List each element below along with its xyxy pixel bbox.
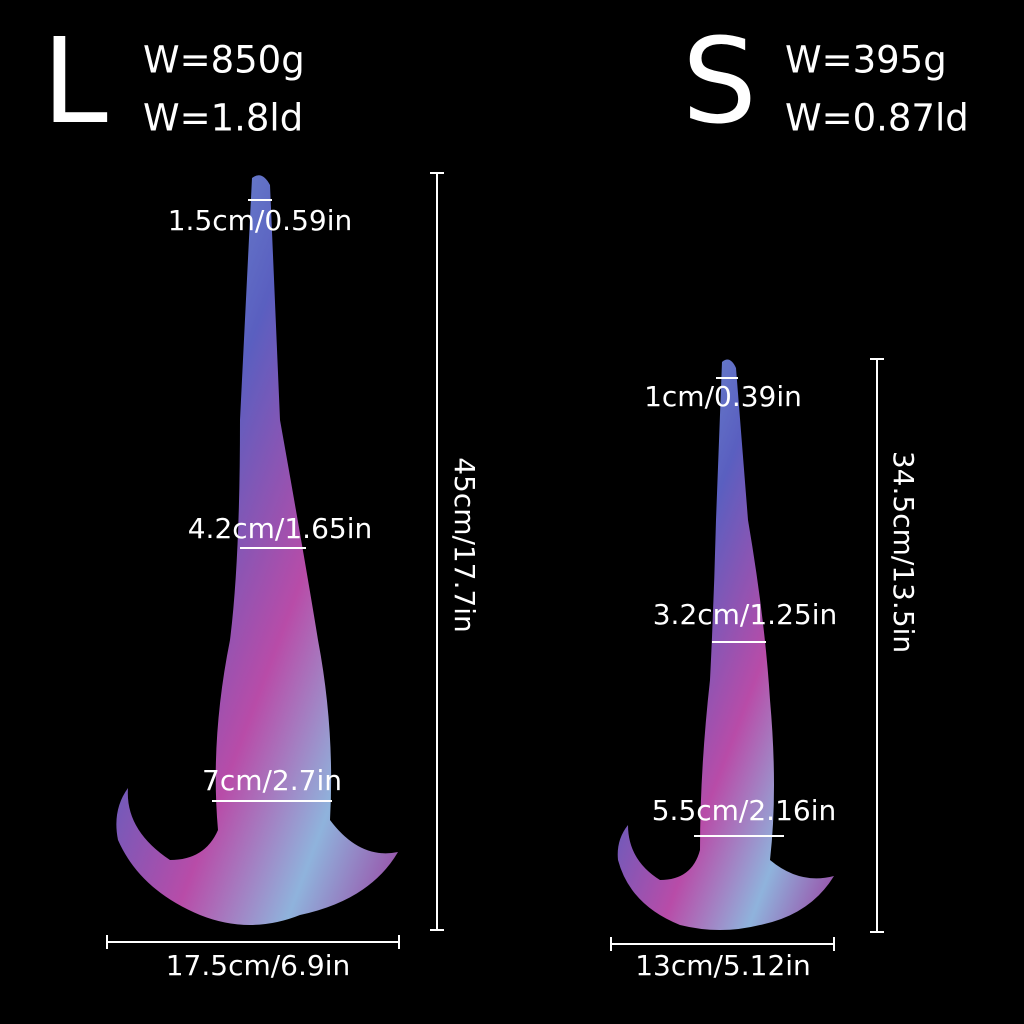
size-letter: L (42, 12, 108, 150)
weight-pounds: W=0.87ld (785, 97, 969, 140)
width-label: 17.5cm/6.9in (166, 949, 351, 982)
height-label: 34.5cm/13.5in (887, 451, 920, 653)
diameter-label: 1cm/0.39in (644, 380, 802, 413)
weight-pounds: W=1.8ld (143, 97, 303, 140)
diameter-label: 1.5cm/0.59in (168, 204, 353, 237)
weight-grams: W=850g (143, 39, 305, 82)
diameter-label: 4.2cm/1.65in (188, 512, 373, 545)
diameter-label: 7cm/2.7in (202, 764, 342, 797)
weight-grams: W=395g (785, 39, 947, 82)
size-letter: S (682, 12, 757, 150)
height-label: 45cm/17.7in (448, 457, 481, 633)
diameter-label: 3.2cm/1.25in (653, 598, 838, 631)
product-small (617, 359, 834, 930)
width-label: 13cm/5.12in (635, 949, 811, 982)
product-large (116, 175, 398, 925)
diameter-label: 5.5cm/2.16in (652, 794, 837, 827)
